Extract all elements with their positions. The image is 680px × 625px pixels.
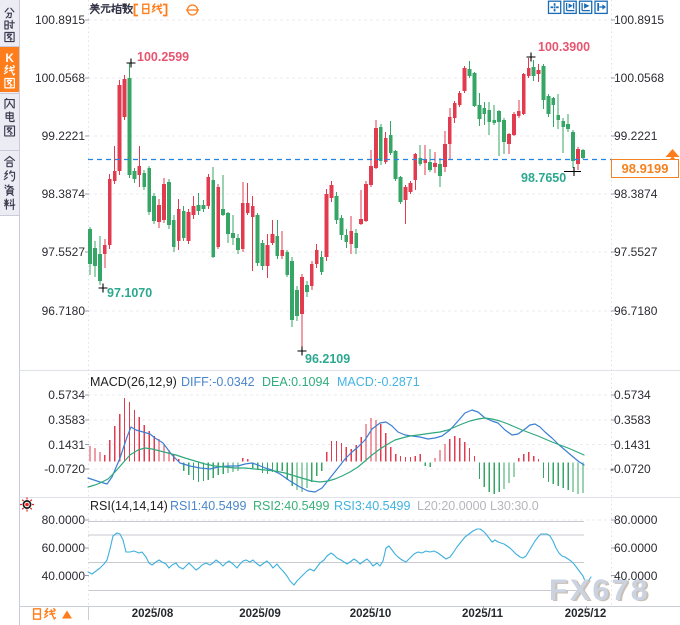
svg-text:K: K bbox=[5, 52, 14, 65]
